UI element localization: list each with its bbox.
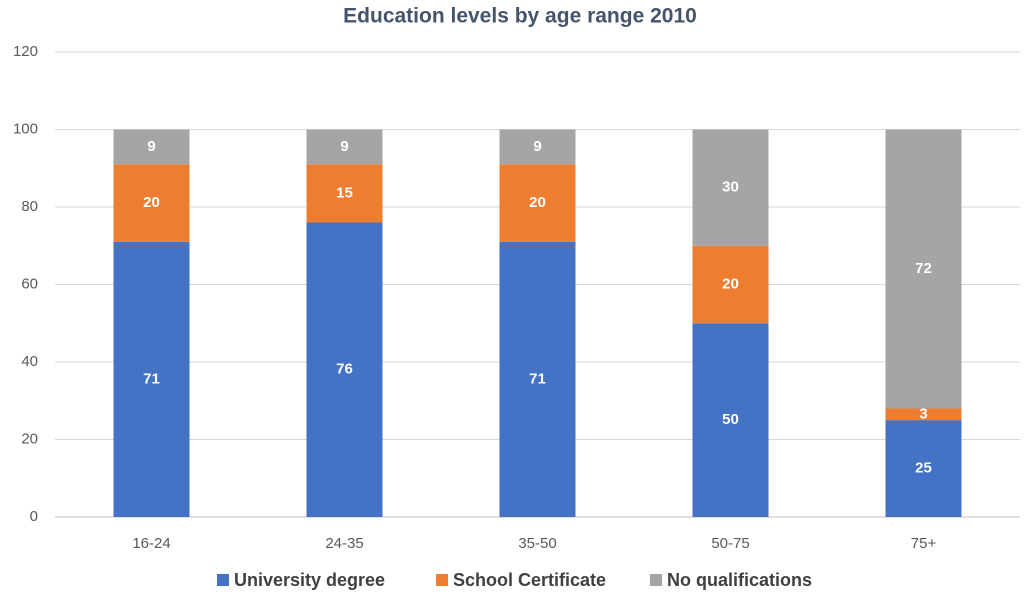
bar-segment	[499, 241, 576, 517]
x-tick-label: 75+	[911, 535, 937, 552]
x-tick-label: 24-35	[325, 535, 363, 552]
y-tick-label: 100	[13, 120, 38, 137]
legend-swatch	[217, 574, 229, 586]
y-tick-label: 20	[21, 430, 38, 447]
data-label: 25	[915, 460, 932, 477]
data-label: 9	[533, 138, 541, 155]
legend-swatch	[650, 574, 662, 586]
data-label: 15	[336, 184, 353, 201]
bar-segment	[885, 420, 962, 517]
chart-title: Education levels by age range 2010	[343, 5, 697, 28]
bar-segment	[306, 129, 383, 165]
data-label: 76	[336, 361, 353, 378]
bar-segment	[692, 323, 769, 517]
data-label: 30	[722, 179, 739, 196]
bar-segment	[692, 129, 769, 246]
data-label: 20	[722, 275, 739, 292]
bar-segment	[885, 408, 962, 421]
legend-label: No qualifications	[667, 570, 812, 590]
data-label: 71	[529, 370, 546, 387]
y-tick-label: 0	[30, 508, 38, 525]
data-label: 20	[143, 194, 160, 211]
data-label: 71	[143, 370, 160, 387]
y-tick-label: 60	[21, 275, 38, 292]
bar-segment	[499, 164, 576, 242]
x-tick-label: 16-24	[132, 535, 170, 552]
legend-label: School Certificate	[453, 570, 606, 590]
data-label: 20	[529, 194, 546, 211]
data-label: 3	[919, 405, 927, 422]
bar-segment	[306, 164, 383, 223]
bar-segment	[306, 222, 383, 517]
data-label: 9	[147, 138, 155, 155]
y-tick-label: 120	[13, 43, 38, 60]
bar-segment	[499, 129, 576, 165]
bar-segment	[113, 129, 190, 165]
bar-segment	[113, 241, 190, 517]
legend-label: University degree	[234, 570, 385, 590]
bar-segment	[692, 245, 769, 324]
y-tick-label: 80	[21, 198, 38, 215]
data-label: 72	[915, 260, 932, 277]
x-tick-label: 35-50	[518, 535, 556, 552]
y-tick-label: 40	[21, 353, 38, 370]
x-tick-label: 50-75	[711, 535, 749, 552]
data-label: 50	[722, 411, 739, 428]
legend-swatch	[436, 574, 448, 586]
bar-segment	[885, 129, 962, 409]
data-label: 9	[340, 138, 348, 155]
bar-segment	[113, 164, 190, 242]
